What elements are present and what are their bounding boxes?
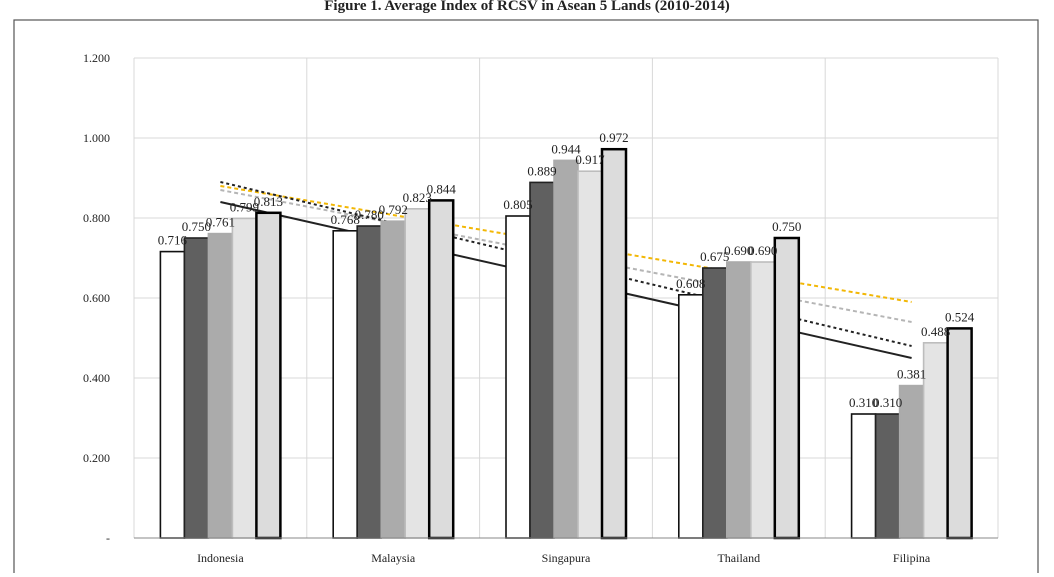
data-label: 0.690 — [724, 243, 753, 258]
y-tick-label: 0.200 — [83, 451, 110, 465]
bar — [577, 170, 603, 539]
bar — [946, 327, 973, 540]
bar — [553, 159, 579, 539]
bar — [874, 413, 901, 539]
data-label: 0.608 — [676, 276, 705, 291]
data-label: 0.761 — [206, 215, 235, 230]
data-label: 0.813 — [254, 194, 283, 209]
bar — [231, 217, 258, 539]
axes: - 0.200 0.400 0.600 0.800 1.000 1.200 Indonesia… — [83, 51, 998, 565]
x-tick-label: Malaysia — [371, 551, 416, 565]
y-tick-label: 0.400 — [83, 371, 110, 385]
data-label: 0.750 — [772, 219, 801, 234]
y-tick-label: - — [106, 531, 110, 545]
y-tick-label: 1.200 — [83, 51, 110, 65]
bar — [749, 261, 776, 539]
bar — [898, 384, 925, 539]
bar — [183, 237, 210, 539]
data-label: 0.780 — [355, 207, 384, 222]
data-label: 0.889 — [527, 163, 556, 178]
bar — [725, 261, 752, 539]
data-label: 0.310 — [849, 395, 878, 410]
data-label: 0.381 — [897, 367, 926, 382]
bar — [922, 341, 949, 539]
bar — [600, 147, 628, 540]
data-label: 0.768 — [331, 212, 360, 227]
chart-title: Figure 1. Average Index of RCSV in Asean… — [324, 0, 729, 14]
data-label: 0.750 — [182, 219, 211, 234]
x-tick-label: Filipina — [893, 551, 931, 565]
data-label: 0.823 — [403, 190, 432, 205]
x-tick-label: Thailand — [717, 551, 760, 565]
data-label: 0.524 — [945, 309, 975, 324]
y-tick-label: 1.000 — [83, 131, 110, 145]
data-label: 0.805 — [503, 197, 532, 212]
data-label: 0.690 — [748, 243, 777, 258]
data-label: 0.799 — [230, 199, 259, 214]
bar — [850, 413, 877, 539]
data-label: 0.488 — [921, 324, 950, 339]
y-tick-label: 0.800 — [83, 211, 110, 225]
y-tick-label: 0.600 — [83, 291, 110, 305]
bar — [356, 225, 383, 539]
data-label: 0.917 — [575, 152, 605, 167]
data-label: 0.675 — [700, 249, 729, 264]
bar — [701, 267, 728, 539]
data-label: 0.792 — [379, 202, 408, 217]
data-label: 0.972 — [599, 130, 628, 145]
bar — [159, 250, 186, 539]
data-label: 0.844 — [427, 181, 457, 196]
bar — [505, 215, 531, 539]
data-labels: 0.7160.7500.7610.7990.8130.7680.7800.792… — [158, 130, 975, 410]
bar — [404, 208, 431, 539]
data-label: 0.944 — [551, 141, 581, 156]
bar — [677, 293, 704, 539]
data-label: 0.716 — [158, 233, 188, 248]
bar — [332, 230, 359, 539]
bar — [380, 220, 407, 539]
x-tick-label: Singapura — [542, 551, 591, 565]
x-tick-label: Indonesia — [197, 551, 244, 565]
bar — [773, 236, 801, 540]
bar — [529, 181, 555, 539]
data-label: 0.310 — [873, 395, 902, 410]
bar — [255, 211, 282, 540]
bars — [159, 147, 973, 540]
bar — [207, 232, 234, 539]
bar — [427, 199, 455, 540]
